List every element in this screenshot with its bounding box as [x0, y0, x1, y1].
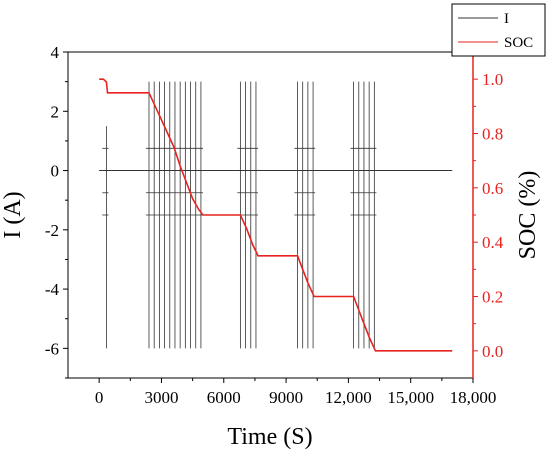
y-right-tick-label: 1.0 [482, 70, 503, 89]
legend: I SOC [451, 3, 546, 57]
legend-label-i: I [504, 11, 509, 27]
x-tick-label: 9000 [269, 388, 303, 407]
y-right-tick-label: 0.4 [482, 233, 504, 252]
y-left-tick-label: -6 [45, 339, 59, 358]
x-axis: 0 3000 6000 9000 12,000 15,000 18,000 [95, 378, 496, 407]
y-left-tick-label: 4 [51, 43, 60, 62]
y-right-tick-label: 0.0 [482, 342, 503, 361]
y-right-tick-label: 0.8 [482, 125, 503, 144]
soc-series [99, 78, 453, 352]
y-axis-right-label: SOC (%) [515, 171, 541, 260]
y-left-tick-label: -2 [45, 221, 59, 240]
y-left-tick-label: 0 [51, 162, 60, 181]
legend-label-soc: SOC [504, 35, 533, 51]
y-left-tick-label: 2 [51, 102, 60, 121]
plot-frame [67, 51, 474, 379]
y-left-tick-label: -4 [45, 280, 60, 299]
x-tick-label: 18,000 [450, 388, 497, 407]
soc-line [99, 78, 453, 352]
x-tick-label: 3000 [144, 388, 178, 407]
y-axis-left-label: I (A) [0, 191, 26, 238]
y-axis-left: 4 2 0 -2 -4 -6 [45, 43, 68, 379]
x-axis-label: Time (S) [227, 424, 312, 450]
x-tick-label: 15,000 [387, 388, 434, 407]
y-right-tick-label: 0.6 [482, 179, 503, 198]
current-series [99, 81, 453, 349]
y-right-tick-label: 0.2 [482, 288, 503, 307]
plot-area [67, 51, 474, 379]
y-axis-right: 1.0 0.8 0.6 0.4 0.2 0.0 [472, 51, 504, 378]
legend-box [451, 3, 546, 57]
x-tick-label: 12,000 [325, 388, 372, 407]
x-tick-label: 0 [95, 388, 104, 407]
x-tick-label: 6000 [207, 388, 241, 407]
